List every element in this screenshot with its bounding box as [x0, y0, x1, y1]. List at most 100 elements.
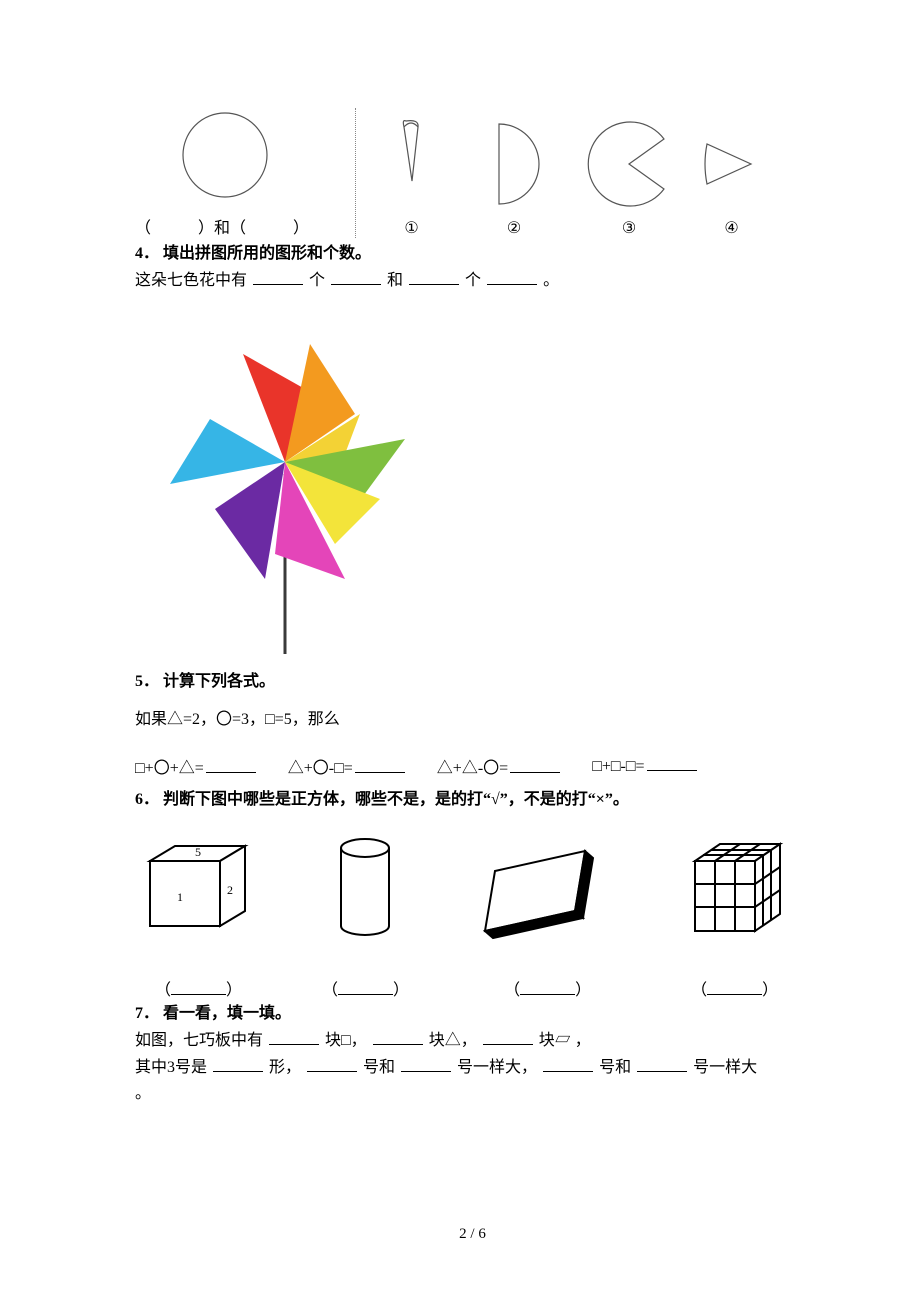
q7-line3: 。 — [135, 1082, 810, 1106]
q4-period: 。 — [543, 272, 559, 289]
blank[interactable] — [520, 978, 575, 995]
rubik-cube-icon — [660, 826, 790, 946]
circle-paren-labels: （ ）和（ ） — [135, 214, 355, 238]
circle-shape — [135, 100, 355, 215]
q7-line1: 如图，七巧板中有 块□， 块△， 块▱ ， — [135, 1028, 810, 1053]
svg-text:5: 5 — [195, 845, 201, 859]
slab-icon — [465, 826, 605, 946]
blank[interactable] — [331, 268, 381, 285]
blank[interactable] — [409, 268, 459, 285]
q7-title-row: 7． 看一看，填一填。 — [135, 1002, 810, 1026]
blank — [252, 217, 287, 233]
shape-label: ② — [459, 218, 569, 238]
eq1: □+〇+△= — [135, 754, 258, 778]
shape-4: ④ — [689, 109, 774, 238]
divider — [355, 108, 356, 238]
pinwheel-figure — [135, 299, 810, 664]
t: 块▱ ， — [539, 1032, 591, 1049]
t: 如图，七巧板中有 — [135, 1032, 263, 1049]
paren-l: （ — [135, 220, 151, 237]
t: 号一样大， — [457, 1059, 537, 1076]
t: 号和 — [363, 1059, 395, 1076]
t: 号一样大 — [693, 1059, 757, 1076]
paren-l: （ — [504, 982, 520, 999]
q7-line2: 其中3号是 形， 号和 号一样大， 号和 号一样大 — [135, 1055, 810, 1080]
q7-title: 看一看，填一填。 — [163, 1005, 291, 1022]
svg-text:2: 2 — [227, 883, 233, 897]
blank[interactable] — [355, 756, 405, 773]
t: 形， — [269, 1059, 301, 1076]
paren-l: （ — [691, 982, 707, 999]
blank[interactable] — [483, 1028, 533, 1045]
cone-icon — [364, 109, 459, 209]
t: 块△， — [429, 1032, 477, 1049]
blank[interactable] — [171, 978, 226, 995]
eq3: △+△-〇= — [437, 754, 562, 778]
q4-title: 填出拼图所用的图形和个数。 — [163, 245, 371, 262]
eq4-text: □+□-□= — [592, 758, 644, 775]
halfcircle-icon — [459, 109, 569, 209]
blank[interactable] — [373, 1028, 423, 1045]
t: 其中3号是 — [135, 1059, 207, 1076]
pinwheel-svg — [135, 299, 435, 659]
paren-r: ） — [293, 220, 309, 237]
t: 块□， — [325, 1032, 367, 1049]
q4-text-a: 这朵七色花中有 — [135, 272, 247, 289]
shape-2: ② — [459, 109, 569, 238]
q4-ge2: 个 — [465, 272, 481, 289]
pacman-icon — [569, 109, 689, 209]
t: 号和 — [599, 1059, 631, 1076]
blank[interactable] — [253, 268, 303, 285]
blank[interactable] — [487, 268, 537, 285]
paren-l: （ — [322, 982, 338, 999]
blank[interactable] — [307, 1055, 357, 1072]
cylinder-icon — [320, 826, 410, 946]
paren-r: ） — [226, 982, 242, 999]
answer-paren: （） — [691, 976, 778, 1000]
paren-l: （ — [155, 982, 171, 999]
eq4: □+□-□= — [592, 754, 698, 778]
blank[interactable] — [401, 1055, 451, 1072]
q5-title: 计算下列各式。 — [163, 673, 275, 690]
circle-with-labels: （ ）和（ ） — [135, 100, 355, 238]
q4-ge1: 个 — [309, 272, 325, 289]
answer-paren: （） — [155, 976, 242, 1000]
eq3-text: △+△-〇= — [437, 760, 508, 777]
blank[interactable] — [637, 1055, 687, 1072]
eq2: △+〇-□= — [288, 754, 407, 778]
blank[interactable] — [206, 756, 256, 773]
cuboid-icon: 5 1 2 — [135, 826, 265, 946]
shape-label: ① — [364, 218, 459, 238]
q7-num: 7． — [135, 1005, 159, 1022]
page-footer: 2 / 6 — [135, 1226, 810, 1243]
blank[interactable] — [707, 978, 762, 995]
top-shapes-row: （ ）和（ ） ① ② — [135, 100, 810, 238]
blank[interactable] — [543, 1055, 593, 1072]
solids-row: 5 1 2 — [135, 826, 810, 946]
blank[interactable] — [510, 756, 560, 773]
blank[interactable] — [647, 754, 697, 771]
paren-r: ） — [575, 982, 591, 999]
paren-r: ） — [762, 982, 778, 999]
shape-label: ③ — [569, 218, 689, 238]
q5-title-row: 5． 计算下列各式。 — [135, 670, 810, 694]
blank — [157, 217, 192, 233]
blank[interactable] — [269, 1028, 319, 1045]
q4-he: 和 — [387, 272, 403, 289]
shape-label: ④ — [689, 218, 774, 238]
q6-title: 判断下图中哪些是正方体，哪些不是，是的打“√”，不是的打“×”。 — [163, 791, 629, 808]
blank[interactable] — [213, 1055, 263, 1072]
q6-num: 6． — [135, 791, 159, 808]
paren-and: ）和（ — [198, 220, 246, 237]
answer-paren: （） — [322, 976, 409, 1000]
q4-line: 这朵七色花中有 个 和 个 。 — [135, 268, 810, 293]
paren-r: ） — [393, 982, 409, 999]
q6-title-row: 6． 判断下图中哪些是正方体，哪些不是，是的打“√”，不是的打“×”。 — [135, 788, 810, 812]
q4-num: 4． — [135, 245, 159, 262]
blank[interactable] — [338, 978, 393, 995]
eq1-text: □+〇+△= — [135, 760, 204, 777]
shape-1: ① — [364, 109, 459, 238]
q6-answers: （） （） （） （） — [155, 976, 810, 1000]
eq2-text: △+〇-□= — [288, 760, 353, 777]
shape-3: ③ — [569, 109, 689, 238]
